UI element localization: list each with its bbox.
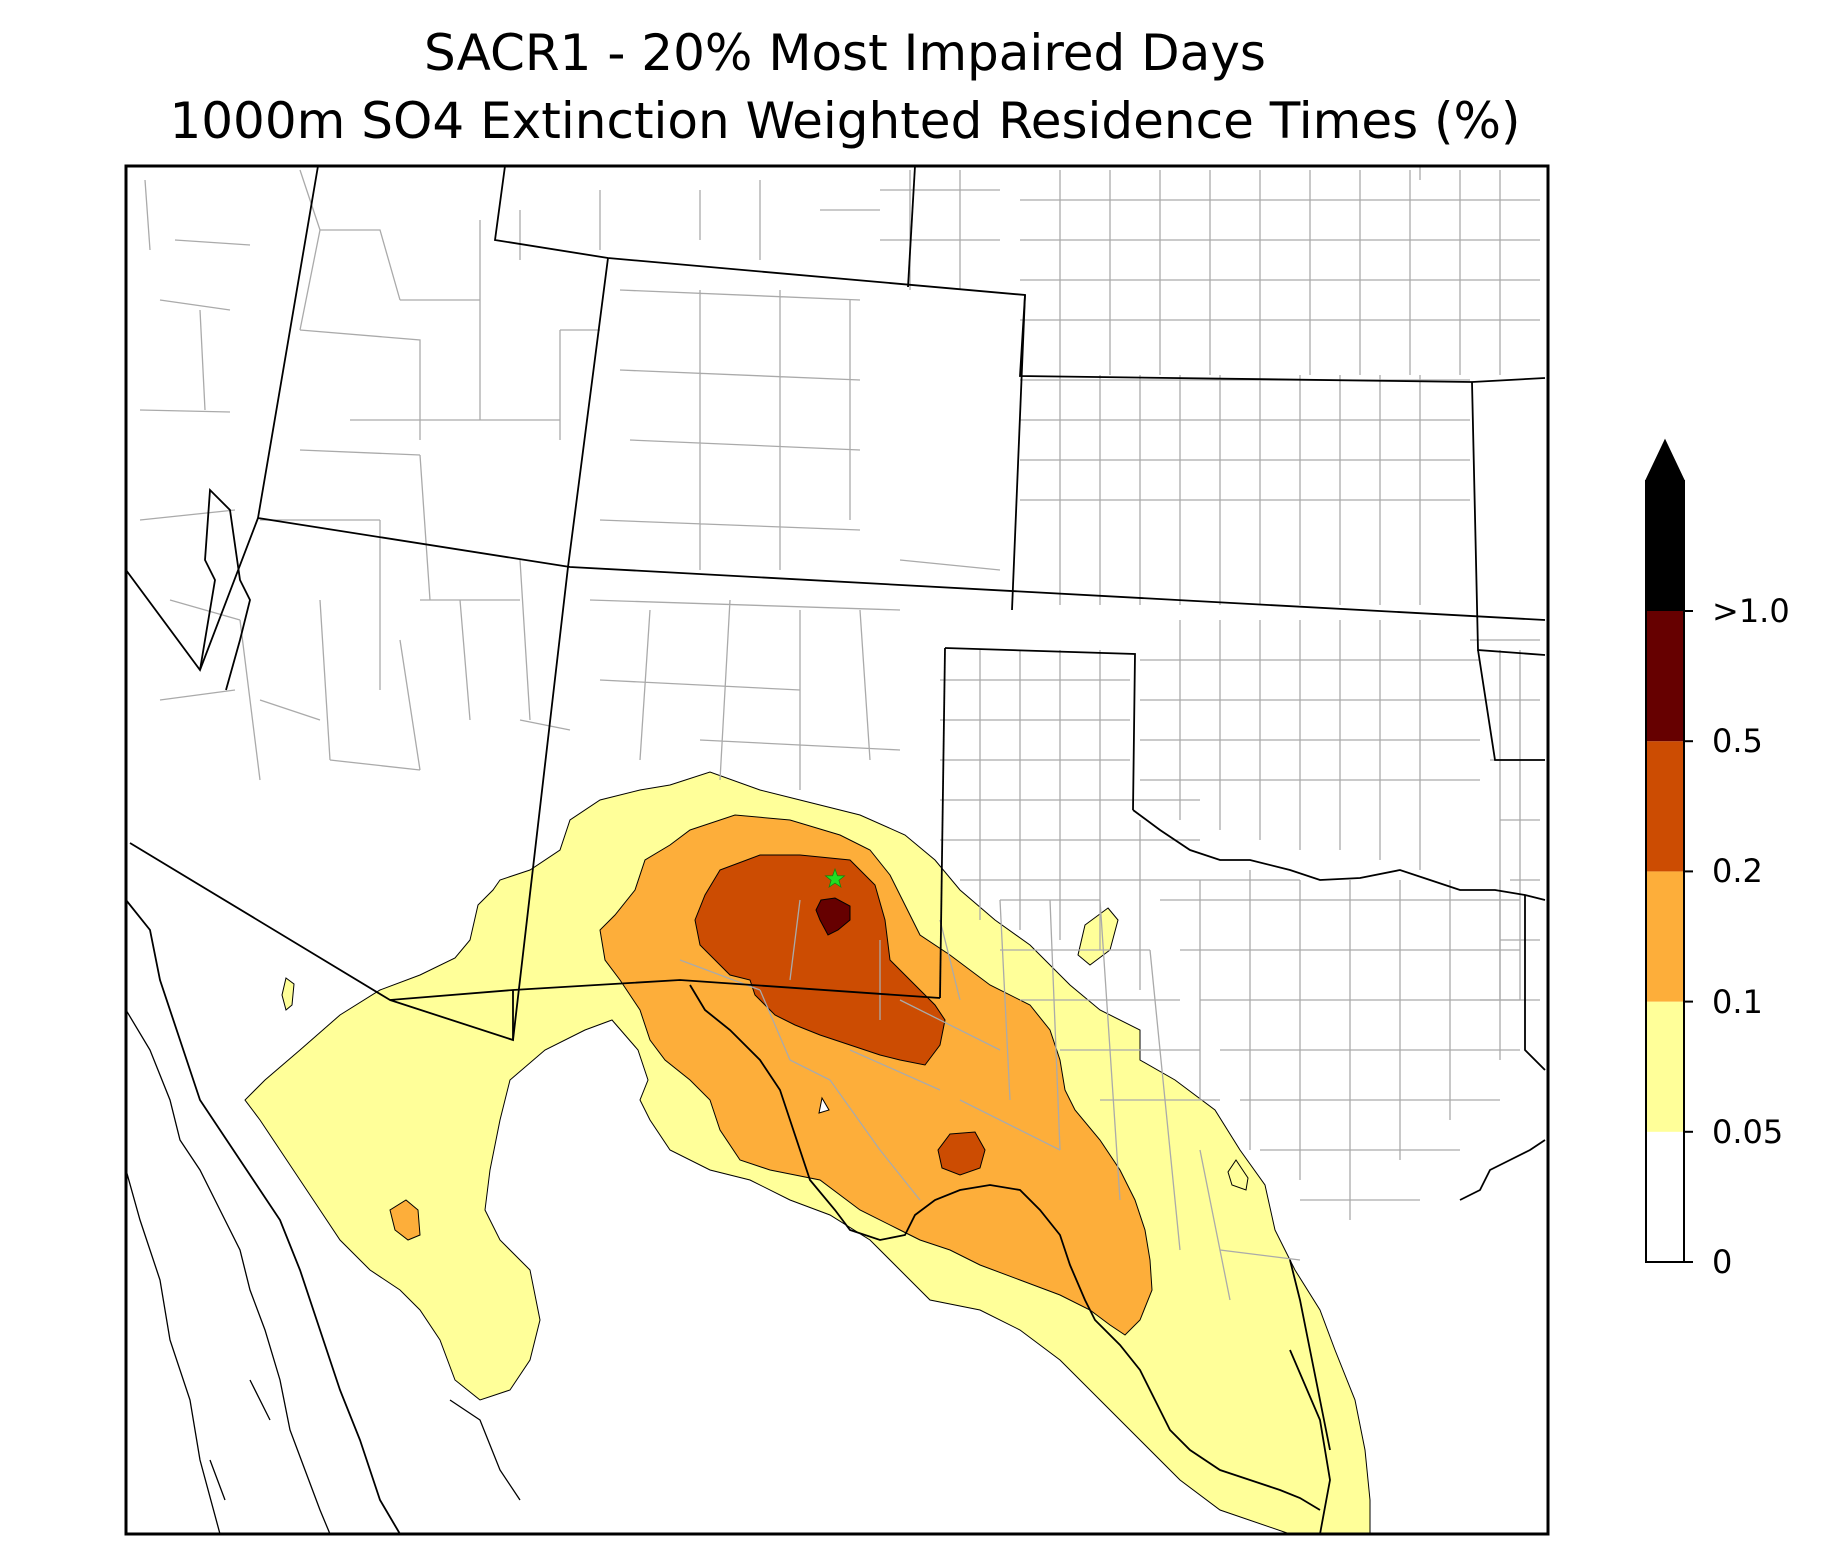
colorbar-extend-arrow — [1645, 438, 1685, 482]
state-boundaries — [126, 166, 1546, 1534]
colorbar-tick-label: 0.05 — [1712, 1112, 1784, 1151]
colorbar-tick-label: >1.0 — [1712, 592, 1790, 630]
contour-0.5-1.0 — [815, 897, 851, 1114]
site-marker-star — [824, 867, 846, 889]
colorbar-bin — [1646, 1131, 1684, 1262]
map-frame — [124, 164, 1550, 1536]
colorbar-ticks — [1684, 610, 1693, 1263]
rio-grande-border — [689, 984, 1321, 1511]
colorbar-bin — [1646, 741, 1684, 872]
colorbar-bins — [1646, 441, 1684, 1262]
colorbar-bin — [1646, 611, 1684, 742]
colorbar-tick-label: 0 — [1712, 1243, 1733, 1281]
map-title-line-2: 1000m SO4 Extinction Weighted Residence … — [169, 92, 1521, 150]
map-title-line-1: SACR1 - 20% Most Impaired Days — [424, 24, 1266, 82]
colorbar-bin-extend — [1646, 441, 1684, 611]
colorbar-tick-label: 0.2 — [1712, 852, 1763, 891]
county-boundaries — [139, 166, 1540, 1301]
colorbar-bin — [1646, 871, 1684, 1002]
colorbar-tick-label: 0.1 — [1712, 982, 1763, 1021]
colorbar-bin — [1646, 1001, 1684, 1132]
contour-0.2-0.5 — [694, 854, 986, 1176]
colorbar — [1645, 438, 1693, 1263]
colorbar-tick-label: 0.5 — [1712, 722, 1763, 761]
coastline — [126, 1009, 521, 1534]
